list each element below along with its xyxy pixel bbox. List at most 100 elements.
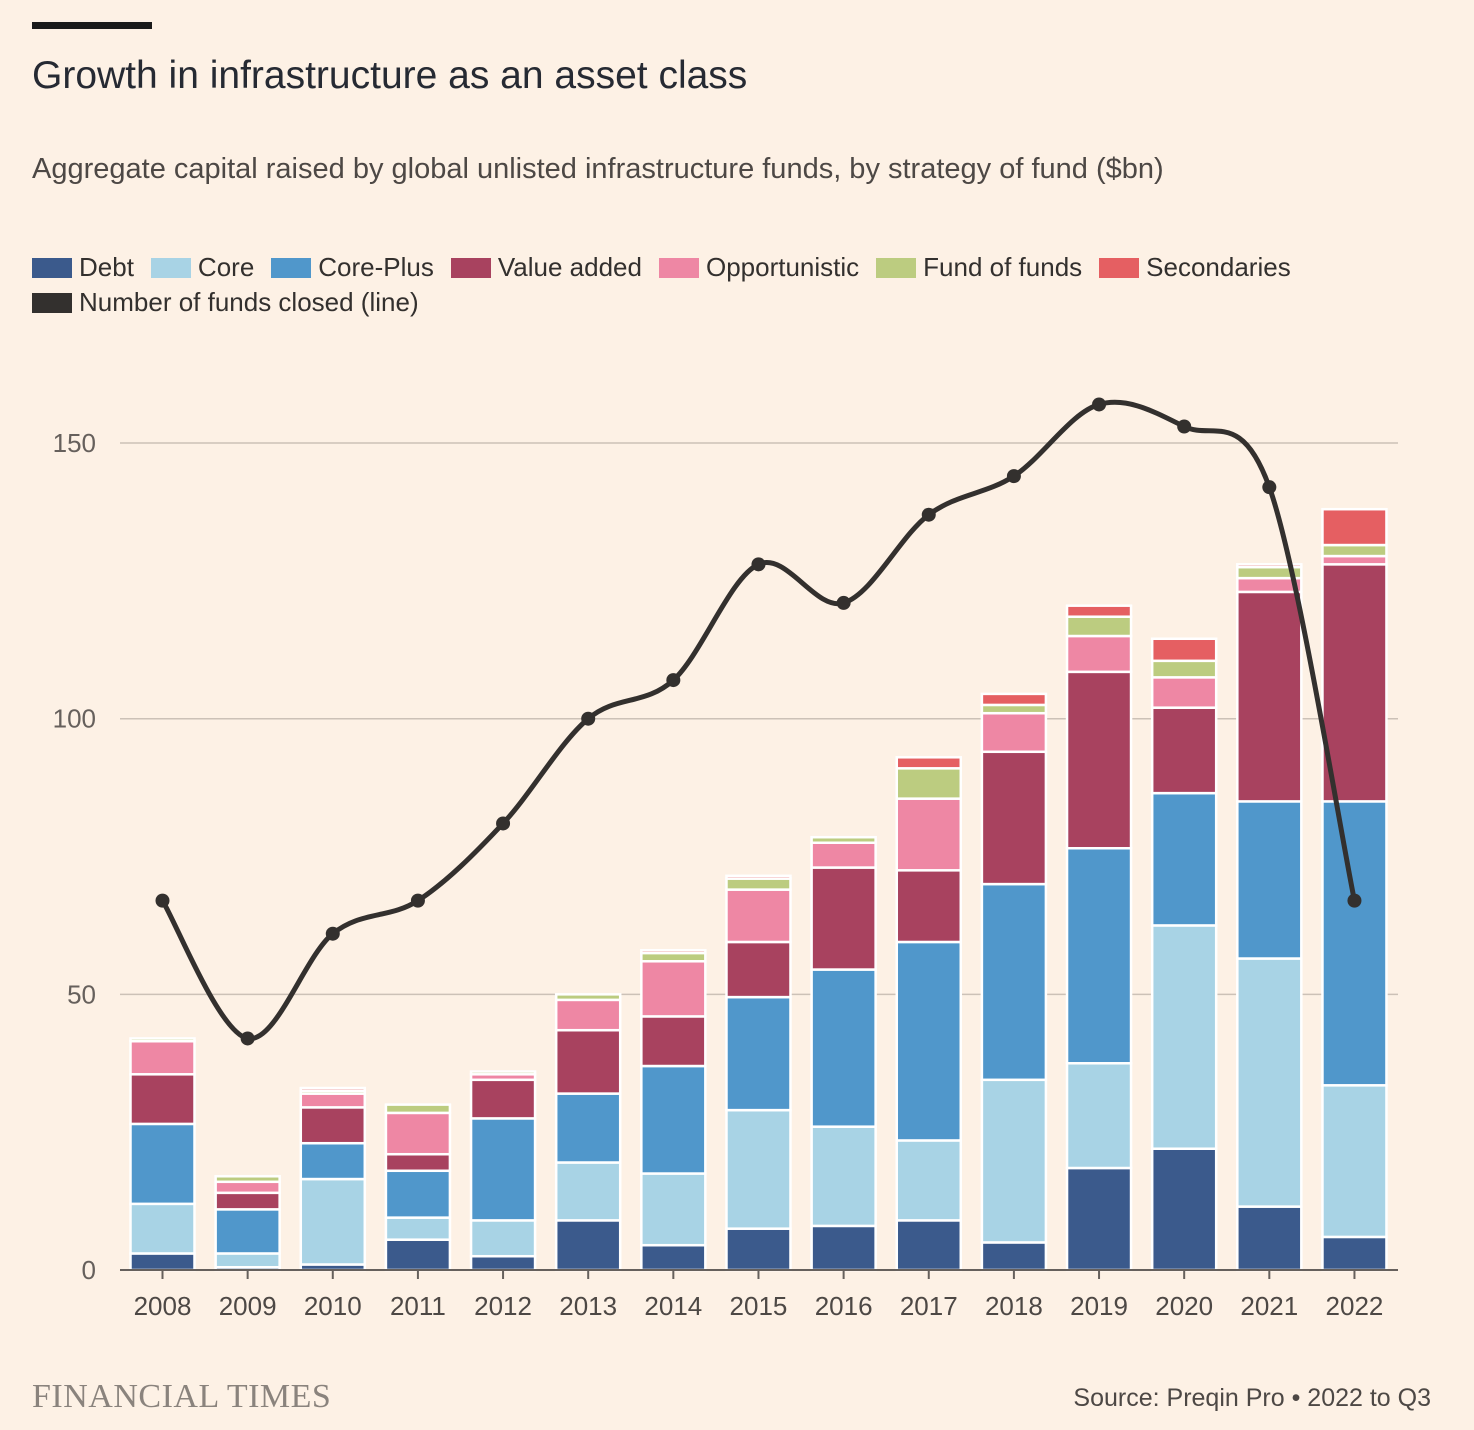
bar-core-plus-2014 <box>640 1064 707 1175</box>
bar-core-2010 <box>299 1177 367 1266</box>
x-tick-label-2018: 2018 <box>985 1291 1043 1321</box>
bar-fund-of-funds-2013 <box>554 993 622 1002</box>
bar-value-added-2020 <box>1150 706 1218 795</box>
line-point-2016 <box>836 595 851 610</box>
bar-opportunistic-2014 <box>640 960 707 1018</box>
y-tick-label-0: 0 <box>82 1255 96 1285</box>
x-tick-label-2020: 2020 <box>1155 1291 1213 1321</box>
bar-core-plus-2009 <box>214 1208 281 1255</box>
bar-core-2014 <box>640 1172 707 1247</box>
legend-label-secondaries: Secondaries <box>1146 252 1291 282</box>
source-note: Source: Preqin Pro • 2022 to Q3 <box>1073 1384 1431 1412</box>
x-tick-label-2010: 2010 <box>304 1291 362 1321</box>
bar-core-plus-2016 <box>810 968 877 1128</box>
top-rule <box>32 22 152 29</box>
bar-fund-of-funds-2015 <box>725 877 792 891</box>
legend-item-secondaries: Secondaries <box>1099 252 1291 283</box>
x-tick-label-2012: 2012 <box>474 1291 532 1321</box>
line-point-2021 <box>1262 480 1277 495</box>
bar-secondaries-2018 <box>980 692 1048 707</box>
legend-label-core-plus: Core-Plus <box>318 252 434 282</box>
bar-value-added-2012 <box>469 1078 537 1120</box>
x-tick-label-2009: 2009 <box>219 1291 277 1321</box>
legend-swatch-value-added <box>450 257 491 278</box>
bar-value-added-2010 <box>299 1106 367 1145</box>
bar-layer <box>129 507 1388 1272</box>
line-number-of-funds-closed <box>160 399 1357 1041</box>
bar-opportunistic-2017 <box>895 797 963 872</box>
x-tick-label-2019: 2019 <box>1070 1291 1128 1321</box>
line-point-2014 <box>666 673 681 688</box>
line-layer <box>155 397 1362 1046</box>
bar-core-2016 <box>810 1125 877 1228</box>
bar-core-plus-2010 <box>299 1141 367 1181</box>
x-tick-label-2013: 2013 <box>559 1291 617 1321</box>
bar-opportunistic-2013 <box>554 998 622 1032</box>
bar-value-added-2013 <box>554 1028 622 1095</box>
bar-value-added-2018 <box>980 750 1048 886</box>
line-point-2009 <box>240 1031 255 1046</box>
bar-secondaries-2014 <box>640 948 707 955</box>
bar-debt-2015 <box>725 1227 792 1272</box>
axis-layer: 0 50 100 150 2008 2009 2010 2011 2012 2013 2014 201… <box>53 428 1398 1321</box>
line-point-2015 <box>751 557 766 572</box>
bar-value-added-2015 <box>725 940 792 999</box>
legend-label-value-added: Value added <box>497 252 642 282</box>
bar-core-plus-2011 <box>384 1169 452 1219</box>
bar-fund-of-funds-2009 <box>214 1175 281 1184</box>
bar-core-2008 <box>129 1202 196 1255</box>
bar-secondaries-2010 <box>299 1086 367 1093</box>
chart-subtitle: Aggregate capital raised by global unlis… <box>32 153 1164 185</box>
bar-debt-2017 <box>895 1219 963 1272</box>
bar-opportunistic-2016 <box>810 841 877 869</box>
line-point-2010 <box>325 926 340 941</box>
legend-item-value-added: Value added <box>450 252 642 283</box>
legend-label-funds-closed: Number of funds closed (line) <box>79 287 419 317</box>
bar-opportunistic-2009 <box>214 1180 281 1195</box>
bar-debt-2020 <box>1150 1147 1218 1272</box>
legend-swatch-opportunistic <box>658 257 699 278</box>
bar-value-added-2011 <box>384 1152 452 1173</box>
legend-swatch-core <box>150 257 191 278</box>
bar-secondaries-2015 <box>725 874 792 880</box>
legend-item-core: Core <box>150 252 255 283</box>
bar-core-plus-2022 <box>1321 800 1388 1087</box>
bar-secondaries-2020 <box>1150 637 1218 663</box>
bar-fund-of-funds-2020 <box>1150 659 1218 679</box>
x-tick-label-2008: 2008 <box>134 1291 192 1321</box>
bar-debt-2016 <box>810 1224 877 1272</box>
y-tick-label-150: 150 <box>53 428 96 458</box>
bar-core-plus-2008 <box>129 1122 196 1206</box>
chart-title: Growth in infrastructure as an asset cla… <box>32 54 748 97</box>
bar-core-2020 <box>1150 924 1218 1150</box>
bar-fund-of-funds-2016 <box>810 835 877 844</box>
line-point-2017 <box>921 507 936 522</box>
bar-core-plus-2021 <box>1236 800 1303 960</box>
legend-swatch-core-plus <box>271 257 312 278</box>
bar-core-2009 <box>214 1252 281 1269</box>
legend-item-funds-closed: Number of funds closed (line) <box>32 287 419 318</box>
bar-opportunistic-2020 <box>1150 676 1218 709</box>
bar-core-plus-2018 <box>980 882 1048 1082</box>
bar-core-2017 <box>895 1139 963 1222</box>
line-point-2012 <box>496 816 511 831</box>
bar-debt-2012 <box>469 1254 537 1272</box>
legend-item-fund-of-funds: Fund of funds <box>876 252 1082 283</box>
bar-debt-2011 <box>384 1238 452 1272</box>
line-point-2018 <box>1006 469 1021 484</box>
line-point-2022 <box>1347 893 1362 908</box>
bar-core-plus-2020 <box>1150 791 1218 927</box>
legend-item-core-plus: Core-Plus <box>271 252 434 283</box>
line-point-2008 <box>155 893 170 908</box>
bar-opportunistic-2019 <box>1065 634 1133 674</box>
bar-value-added-2019 <box>1065 670 1133 850</box>
legend-label-opportunistic: Opportunistic <box>705 252 860 282</box>
y-tick-label-100: 100 <box>53 704 96 734</box>
bar-core-plus-2015 <box>725 995 792 1112</box>
bar-core-plus-2012 <box>469 1117 537 1222</box>
bar-value-added-2022 <box>1321 563 1388 803</box>
bar-opportunistic-2018 <box>980 711 1048 754</box>
x-tick-label-2014: 2014 <box>644 1291 702 1321</box>
legend-label-core: Core <box>197 252 255 282</box>
stacked-bar-chart: 0 50 100 150 2008 2009 2010 2011 2012 2013 2014 201… <box>53 397 1398 1321</box>
